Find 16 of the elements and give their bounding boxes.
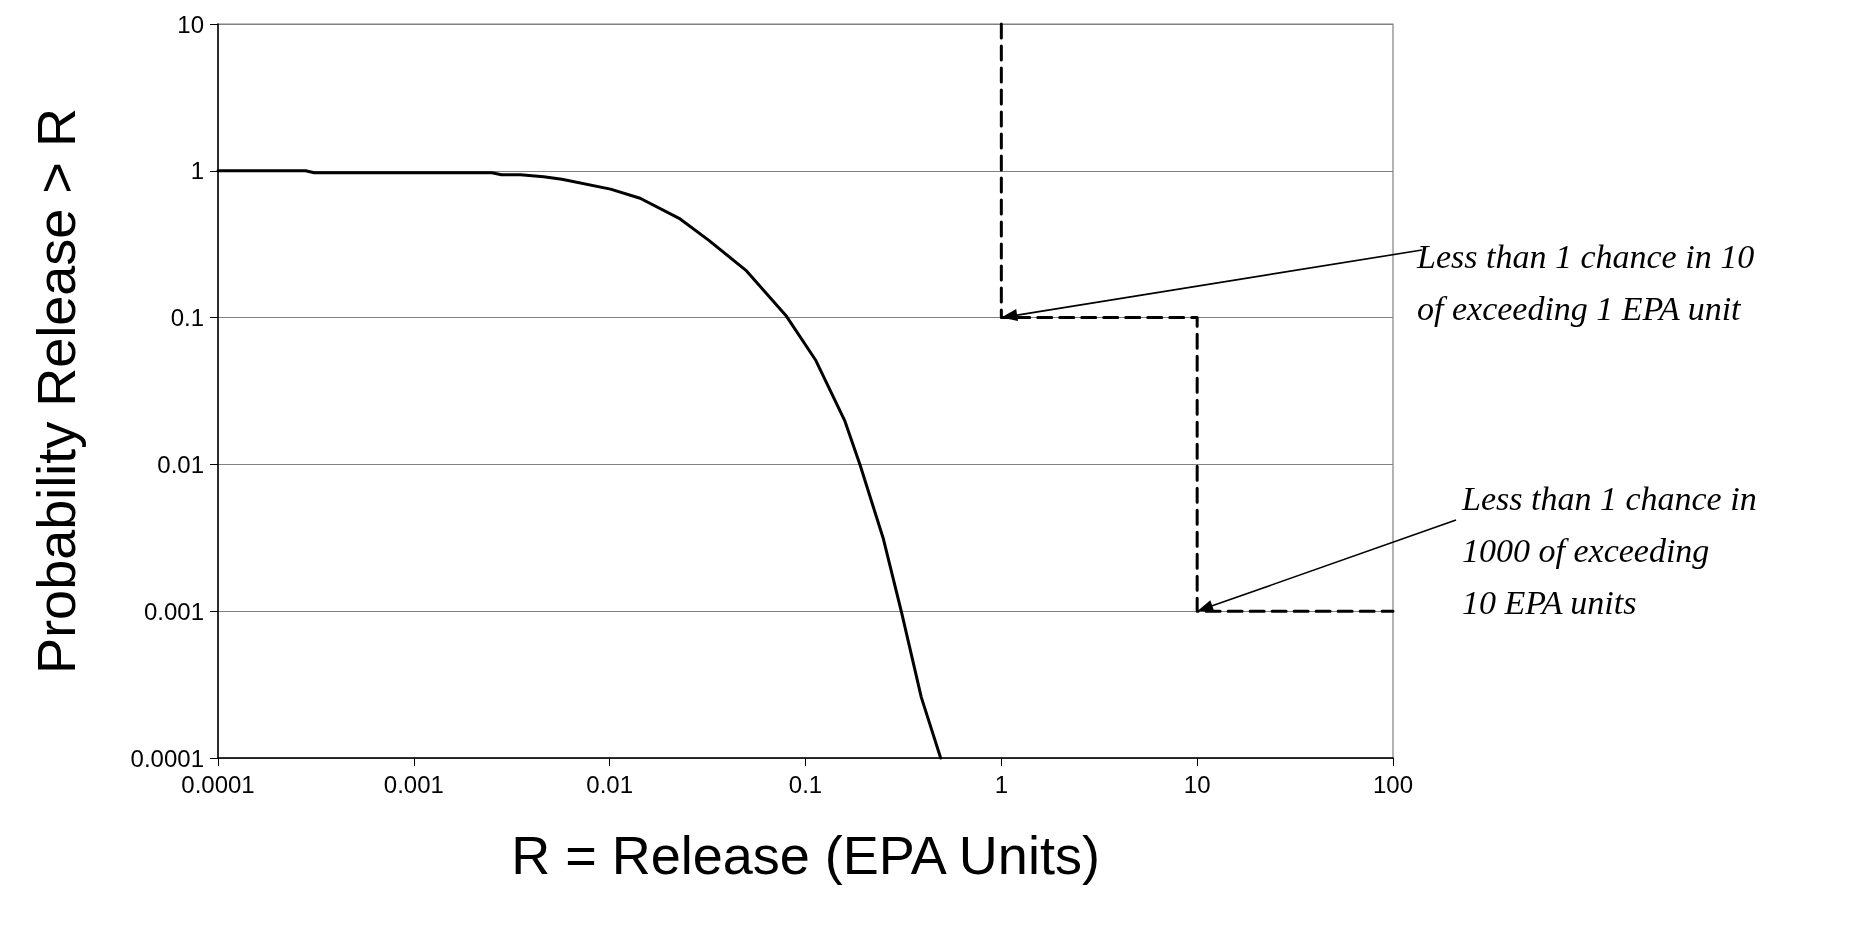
y-tick-label: 0.001 <box>143 597 204 625</box>
x-tick-label: 0.001 <box>383 770 444 798</box>
x-tick-label: 0.1 <box>788 770 823 798</box>
x-axis-title: R = Release (EPA Units) <box>511 825 1100 885</box>
y-axis-title: Probability Release > R <box>26 108 86 674</box>
text: Less than 1 chance in 1000 of exceeding 10 EPA units <box>1461 479 1757 621</box>
x-tick-label: 100 <box>1372 770 1414 798</box>
y-tick-label: 1 <box>190 157 204 185</box>
y-tick-label: 0.1 <box>170 304 204 332</box>
y-tick-label: 10 <box>177 10 204 38</box>
x-tick-label: 1 <box>994 770 1009 798</box>
x-tick-label: 0.01 <box>586 770 634 798</box>
y-tick-label: 0.0001 <box>130 744 204 772</box>
y-tick-label: 0.01 <box>157 450 204 478</box>
x-tick-label: 10 <box>1183 770 1211 798</box>
text: Less than 1 chance in 10 of exceeding 1 EPA unit <box>1416 237 1755 327</box>
